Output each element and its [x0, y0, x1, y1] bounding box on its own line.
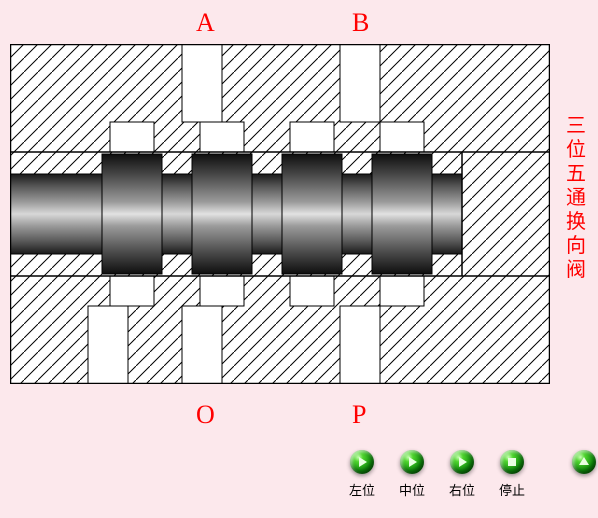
control-left: 左位	[348, 450, 376, 499]
return-button[interactable]	[572, 450, 596, 474]
control-mid: 中位	[398, 450, 426, 499]
right-button[interactable]	[450, 450, 474, 474]
left-label: 左位	[349, 480, 375, 499]
control-right: 右位	[448, 450, 476, 499]
right-label: 右位	[449, 480, 475, 499]
title-vertical: 三位五通换向阀	[566, 114, 586, 282]
left-button[interactable]	[350, 450, 374, 474]
play-icon	[359, 457, 367, 467]
control-return	[570, 450, 598, 474]
port-label-a: A	[196, 8, 215, 38]
play-icon	[459, 457, 467, 467]
play-icon	[409, 457, 417, 467]
port-label-b: B	[352, 8, 369, 38]
mid-button[interactable]	[400, 450, 424, 474]
stop-icon	[508, 458, 516, 466]
stop-label: 停止	[499, 480, 525, 499]
control-stop: 停止	[498, 450, 526, 499]
port-label-o: O	[196, 400, 215, 430]
up-icon	[579, 457, 589, 465]
stop-button[interactable]	[500, 450, 524, 474]
playback-controls: 左位 中位 右位 停止	[348, 450, 526, 499]
port-label-p: P	[352, 400, 366, 430]
valve-diagram	[10, 44, 550, 384]
mid-label: 中位	[399, 480, 425, 499]
